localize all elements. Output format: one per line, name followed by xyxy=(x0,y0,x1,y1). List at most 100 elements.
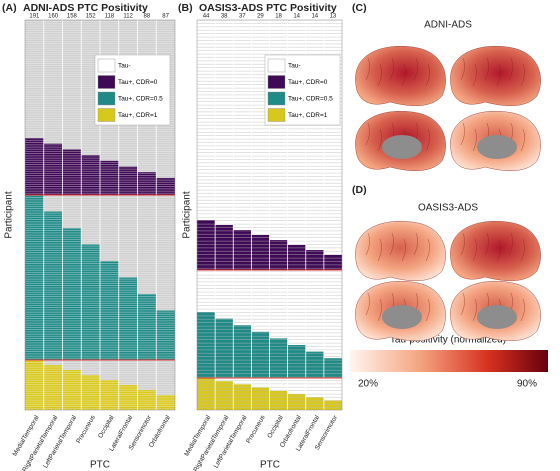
column-label: RightParietalTemporal xyxy=(21,414,59,471)
sulcus xyxy=(460,292,465,316)
sulcus xyxy=(460,57,465,81)
legend-swatch xyxy=(267,75,286,89)
column-label: Occipital xyxy=(266,414,285,440)
cortex xyxy=(355,220,446,281)
sulcus xyxy=(365,57,370,81)
sulcus xyxy=(472,298,477,322)
column-count: 118 xyxy=(105,14,115,20)
sulcus xyxy=(425,238,430,262)
sulcus xyxy=(377,238,382,262)
sulcus xyxy=(365,292,370,316)
x-label: PTC xyxy=(90,460,110,471)
panel-label: (C) xyxy=(352,2,367,14)
brain-lateral xyxy=(355,220,446,281)
cortex xyxy=(450,45,541,106)
sulcus xyxy=(365,232,370,256)
panel-title: OASIS3-ADS PTC Positivity xyxy=(199,2,337,14)
column-label: RightParietalTemporal xyxy=(192,414,230,471)
legend-swatch xyxy=(97,58,116,73)
cortex xyxy=(450,220,541,281)
legend: Tau- Tau+, CDR=0 Tau+, CDR=0.5 Tau+, CDR=1 xyxy=(94,54,171,126)
sulcus xyxy=(520,238,525,262)
sulcus xyxy=(472,238,477,262)
legend-label: Tau+, CDR=1 xyxy=(288,112,328,119)
legend-label: Tau- xyxy=(118,63,131,70)
brain-title: OASIS3-ADS xyxy=(418,203,478,214)
panel-label: (A) xyxy=(2,2,17,14)
brain-lateral xyxy=(450,45,541,106)
sulcus xyxy=(389,57,394,81)
sulcus xyxy=(472,128,477,152)
colorbar-title: Tau-positivity (normalized) xyxy=(390,335,506,346)
sulcus xyxy=(377,298,382,322)
sulcus xyxy=(484,232,489,256)
column-count: 44 xyxy=(203,14,210,20)
colorbar-min: 20% xyxy=(358,379,378,390)
column-count: 18 xyxy=(275,14,282,20)
sulcus xyxy=(377,63,382,87)
panel-label: (B) xyxy=(178,2,193,14)
column-count: 29 xyxy=(257,14,264,20)
sulcus xyxy=(401,63,406,87)
legend-label: Tau+, CDR=0.5 xyxy=(118,96,163,103)
sulcus xyxy=(484,57,489,81)
brain-medial xyxy=(450,280,541,341)
brain-medial xyxy=(355,280,446,341)
legend-swatch xyxy=(267,108,286,122)
brain-medial xyxy=(355,110,446,171)
legend-label: Tau+, CDR=0.5 xyxy=(288,96,333,103)
sulcus xyxy=(520,63,525,87)
colorbar xyxy=(350,350,548,372)
sulcus xyxy=(496,238,501,262)
column-count: 13 xyxy=(330,14,337,20)
panel-label: (D) xyxy=(352,184,367,196)
column-label: LeftParietalTemporal xyxy=(213,414,249,470)
sulcus xyxy=(460,122,465,146)
brain-title: ADNI-ADS xyxy=(424,20,472,31)
column-count: 191 xyxy=(29,14,40,20)
column-count: 14 xyxy=(293,14,300,20)
column-label: Precuneus xyxy=(75,414,97,445)
sulcus xyxy=(425,128,430,152)
brain-medial xyxy=(450,110,541,171)
column-count: 38 xyxy=(221,14,228,20)
heatmap-frame xyxy=(196,19,343,411)
colorbar-max: 90% xyxy=(517,379,537,390)
sulcus xyxy=(413,232,418,256)
y-label: Participant xyxy=(4,191,15,238)
legend-swatch xyxy=(267,58,286,73)
column-label: Occipital xyxy=(97,414,116,440)
sulcus xyxy=(425,298,430,322)
y-label: Participant xyxy=(182,191,193,238)
sulcus xyxy=(389,232,394,256)
column-count: 88 xyxy=(144,14,151,20)
sulcus xyxy=(401,238,406,262)
column-count: 160 xyxy=(48,14,59,20)
sulcus xyxy=(425,63,430,87)
column-count: 37 xyxy=(239,14,246,20)
medial-wall xyxy=(382,135,422,159)
brain-lateral xyxy=(450,220,541,281)
legend-swatch xyxy=(97,75,116,89)
brain-lateral xyxy=(355,45,446,106)
legend-swatch xyxy=(97,91,116,106)
sulcus xyxy=(413,57,418,81)
cortex xyxy=(355,45,446,106)
legend-swatch xyxy=(267,91,286,106)
sulcus xyxy=(508,232,513,256)
sulcus xyxy=(520,298,525,322)
legend-label: Tau- xyxy=(288,63,301,70)
sulcus xyxy=(377,128,382,152)
legend-label: Tau+, CDR=0 xyxy=(118,79,158,86)
legend-label: Tau+, CDR=1 xyxy=(118,112,158,119)
panel-title: ADNI-ADS PTC Positivity xyxy=(23,2,148,14)
medial-wall xyxy=(382,305,422,329)
column-count: 152 xyxy=(86,14,97,20)
column-count: 158 xyxy=(67,14,78,20)
column-count: 14 xyxy=(311,14,318,20)
sulcus xyxy=(520,128,525,152)
x-label: PTC xyxy=(260,460,280,471)
sulcus xyxy=(460,232,465,256)
medial-wall xyxy=(477,305,517,329)
